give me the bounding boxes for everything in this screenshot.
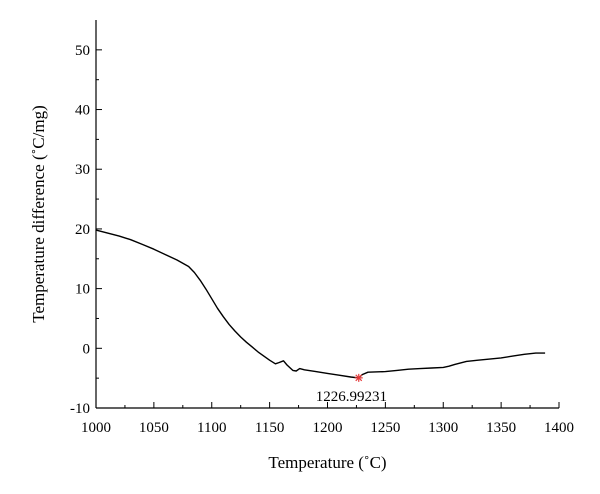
- min-point-marker: [354, 373, 363, 382]
- x-tick-label: 1050: [139, 420, 169, 436]
- x-tick-label: 1350: [486, 420, 516, 436]
- x-tick-label: 1100: [197, 420, 226, 436]
- tick-labels: 1000 1050 1100 1150 1200 1250 1300 1350 1400-100…: [70, 43, 574, 436]
- annotations: 1226.99231: [316, 373, 387, 405]
- y-tick-label: 20: [75, 222, 90, 238]
- y-tick-label: 30: [75, 162, 90, 178]
- x-axis-label: Temperature (˚C): [268, 453, 386, 472]
- min-point-label: 1226.99231: [316, 389, 387, 405]
- x-tick-label: 1300: [428, 420, 458, 436]
- ticks: [95, 49, 560, 409]
- y-tick-label: 0: [83, 341, 91, 357]
- axes: [95, 20, 559, 409]
- x-tick-label: 1150: [255, 420, 284, 436]
- y-tick-label: 40: [75, 103, 90, 119]
- x-tick-label: 1250: [370, 420, 400, 436]
- x-tick-label: 1200: [313, 420, 343, 436]
- x-tick-label: 1400: [544, 420, 574, 436]
- x-tick-label: 1000: [81, 420, 111, 436]
- y-tick-label: 50: [75, 43, 90, 59]
- y-tick-label: -10: [70, 401, 90, 417]
- y-tick-label: 10: [75, 282, 90, 298]
- y-axis-label: Temperature difference (˚C/mg): [29, 105, 48, 323]
- series-line: [95, 229, 546, 379]
